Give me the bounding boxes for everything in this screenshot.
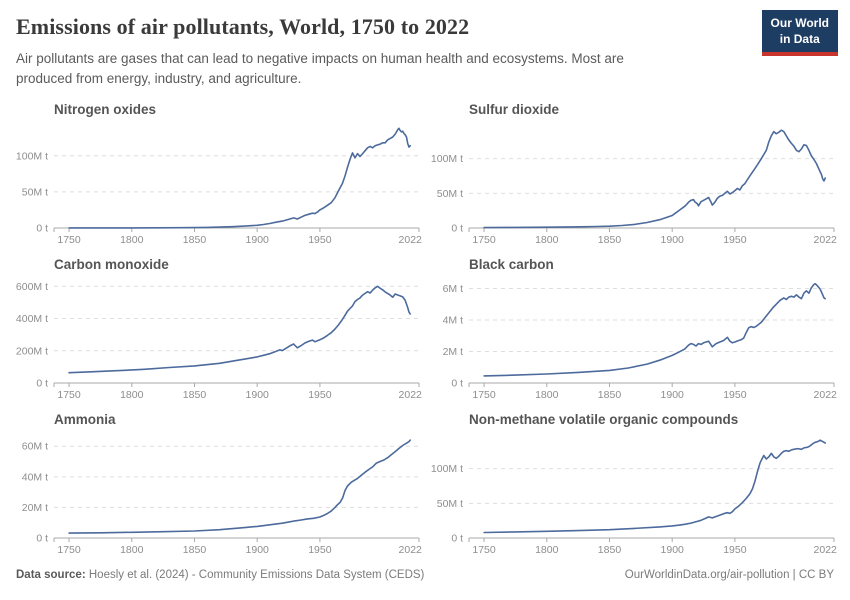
chart-title-nmvoc: Non-methane volatile organic compounds: [469, 411, 739, 427]
svg-text:1900: 1900: [246, 234, 270, 246]
svg-text:0 t: 0 t: [451, 532, 463, 544]
svg-text:1850: 1850: [183, 544, 207, 556]
svg-text:0 t: 0 t: [36, 223, 48, 235]
svg-text:2M t: 2M t: [443, 346, 464, 358]
svg-text:1850: 1850: [183, 234, 207, 246]
svg-text:1800: 1800: [535, 389, 559, 401]
svg-text:1900: 1900: [661, 544, 685, 556]
data-source-text: Hoesly et al. (2024) - Community Emissio…: [88, 568, 425, 581]
svg-text:1850: 1850: [598, 544, 622, 556]
nitrogen-oxides-line-chart: 0 t 50M t 100M t 1750 1800 1850 1900 1950 2022: [16, 127, 423, 246]
svg-text:50M t: 50M t: [437, 188, 463, 200]
svg-text:50M t: 50M t: [437, 498, 463, 510]
svg-text:100M t: 100M t: [431, 153, 463, 165]
svg-text:50M t: 50M t: [22, 186, 48, 198]
page-title: Emissions of air pollutants, World, 1750…: [16, 14, 470, 39]
license-link: OurWorldinData.org/air-pollution | CC BY: [624, 568, 834, 581]
svg-text:1950: 1950: [308, 234, 332, 246]
ammonia-line-chart: 0 t 20M t 40M t 60M t 1750 1800 1850 1900 1950 20…: [22, 439, 423, 556]
svg-text:6M t: 6M t: [443, 283, 464, 295]
svg-text:2022: 2022: [814, 544, 838, 556]
svg-text:1950: 1950: [308, 544, 332, 556]
black-carbon-line-chart: 0 t 2M t 4M t 6M t 1750 1800 1850 1900 1950 2022: [443, 282, 838, 401]
svg-text:2022: 2022: [814, 389, 838, 401]
svg-text:20M t: 20M t: [22, 502, 48, 514]
data-source-label: Data source:: [16, 568, 86, 581]
svg-text:1800: 1800: [120, 234, 144, 246]
svg-text:2022: 2022: [399, 234, 423, 246]
svg-text:1950: 1950: [723, 544, 747, 556]
svg-text:1900: 1900: [661, 389, 685, 401]
svg-text:1900: 1900: [661, 234, 685, 246]
chart-footer: Data source: Hoesly et al. (2024) - Comm…: [16, 569, 834, 581]
svg-text:200M t: 200M t: [16, 345, 48, 357]
svg-text:2022: 2022: [399, 389, 423, 401]
svg-text:1800: 1800: [535, 544, 559, 556]
svg-text:1800: 1800: [120, 389, 144, 401]
chart-cell-nitrogen-oxides: Nitrogen oxides 0 t 50M t 100M t 1750 1800 18…: [10, 102, 425, 249]
data-source: Data source: Hoesly et al. (2024) - Comm…: [16, 569, 424, 581]
sulfur-dioxide-line-chart: 0 t 50M t 100M t 1750 1800 1850 1900 1950 2022: [431, 129, 838, 246]
svg-text:1950: 1950: [308, 389, 332, 401]
svg-text:1900: 1900: [246, 389, 270, 401]
svg-text:100M t: 100M t: [16, 150, 48, 162]
owid-logo-line2: in Data: [779, 31, 820, 46]
svg-text:0 t: 0 t: [451, 223, 463, 235]
svg-text:1750: 1750: [472, 389, 496, 401]
svg-text:60M t: 60M t: [22, 440, 48, 452]
svg-text:1950: 1950: [723, 389, 747, 401]
svg-text:2022: 2022: [814, 234, 838, 246]
svg-text:1750: 1750: [472, 544, 496, 556]
nmvoc-line-chart: 0 t 50M t 100M t 1750 1800 1850 1900 1950 2022: [431, 439, 838, 556]
svg-text:0 t: 0 t: [36, 377, 48, 389]
chart-cell-sulfur-dioxide: Sulfur dioxide 0 t 50M t 100M t 1750 1800 185…: [425, 102, 840, 249]
svg-text:1850: 1850: [183, 389, 207, 401]
svg-text:0 t: 0 t: [451, 377, 463, 389]
owid-logo: Our World in Data: [761, 10, 838, 57]
svg-text:1750: 1750: [472, 234, 496, 246]
svg-text:1850: 1850: [598, 389, 622, 401]
svg-text:2022: 2022: [399, 544, 423, 556]
svg-text:600M t: 600M t: [16, 281, 48, 293]
chart-title-black-carbon: Black carbon: [469, 257, 554, 272]
chart-title-sulfur-dioxide: Sulfur dioxide: [469, 102, 560, 118]
chart-title-ammonia: Ammonia: [54, 411, 116, 427]
svg-text:400M t: 400M t: [16, 313, 48, 325]
owid-logo-line1: Our World: [770, 16, 829, 30]
chart-cell-ammonia: Ammonia 0 t 20M t 40M t 60M t 1750 1800 1850 19…: [10, 412, 425, 559]
chart-title-nitrogen-oxides: Nitrogen oxides: [54, 102, 157, 118]
svg-text:0 t: 0 t: [36, 532, 48, 544]
chart-cell-carbon-monoxide: Carbon monoxide 0 t 200M t 400M t 600M t 175…: [10, 257, 425, 404]
chart-cell-nmvoc: Non-methane volatile organic compounds 0…: [425, 412, 840, 559]
svg-text:40M t: 40M t: [22, 471, 48, 483]
svg-text:1750: 1750: [57, 234, 81, 246]
svg-text:4M t: 4M t: [443, 314, 464, 326]
chart-title-carbon-monoxide: Carbon monoxide: [54, 257, 169, 272]
svg-text:100M t: 100M t: [431, 463, 463, 475]
carbon-monoxide-line-chart: 0 t 200M t 400M t 600M t 1750 1800 1850 1900 195…: [16, 281, 423, 401]
chart-cell-black-carbon: Black carbon 0 t 2M t 4M t 6M t 1750 1800 1850…: [425, 257, 840, 404]
svg-text:1750: 1750: [57, 544, 81, 556]
chart-subtitle: Air pollutants are gases that can lead t…: [16, 51, 624, 86]
svg-text:1800: 1800: [120, 544, 144, 556]
svg-text:1800: 1800: [535, 234, 559, 246]
svg-text:1900: 1900: [246, 544, 270, 556]
svg-text:1750: 1750: [57, 389, 81, 401]
svg-text:1850: 1850: [598, 234, 622, 246]
svg-text:1950: 1950: [723, 234, 747, 246]
charts-grid: Nitrogen oxides 0 t 50M t 100M t 1750 1800 18…: [10, 102, 840, 559]
